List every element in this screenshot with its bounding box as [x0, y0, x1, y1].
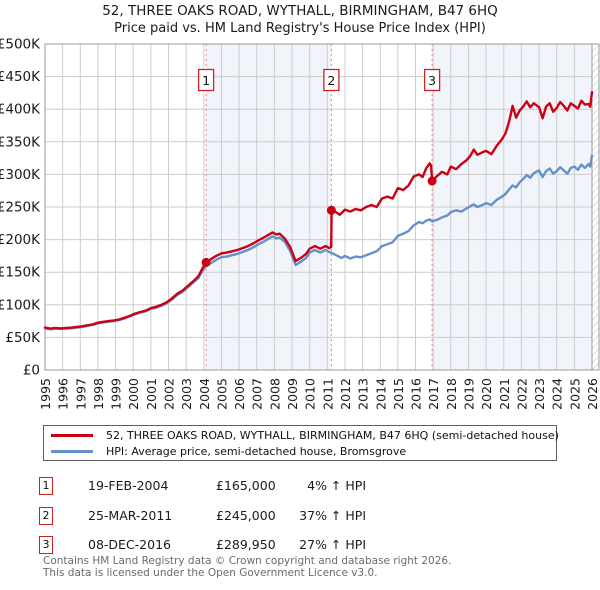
sale-date: 08-DEC-2016 — [88, 537, 171, 552]
chart-legend: 52, THREE OAKS ROAD, WYTHALL, BIRMINGHAM… — [43, 425, 559, 461]
sale-vs-hpi: 37% ↑ HPI — [299, 507, 366, 523]
sale-marker-box — [323, 68, 340, 92]
legend-item-hpi: HPI: Average price, semi-detached house,… — [51, 445, 556, 458]
x-axis-tick-label: 2012 — [338, 378, 353, 410]
x-axis-tick-label: 2013 — [356, 378, 371, 410]
y-axis-tick-label: £100K — [0, 297, 41, 313]
x-axis-tick-label: 1998 — [91, 378, 106, 410]
x-axis-tick-label: 2019 — [462, 378, 477, 410]
legend-item-property: 52, THREE OAKS ROAD, WYTHALL, BIRMINGHAM… — [51, 428, 559, 442]
page-subtitle: Price paid vs. HM Land Registry's House … — [114, 21, 486, 36]
sale-number-badge: 1 — [39, 477, 53, 495]
sale-vs-hpi: 27% ↑ HPI — [299, 537, 366, 552]
x-axis-tick-label: 2010 — [303, 378, 318, 410]
property-price-line — [43, 90, 594, 330]
y-axis-tick-label: £250K — [0, 200, 41, 216]
sale-price: £165,000 — [216, 478, 276, 493]
x-axis-tick-label: 2004 — [197, 378, 212, 410]
x-axis-tick-label: 1997 — [73, 378, 88, 410]
x-axis-tick-label: 2006 — [232, 378, 247, 410]
sale-price: £245,000 — [216, 507, 276, 523]
x-axis-tick-label: 2009 — [285, 378, 300, 410]
x-axis-tick-label: 2000 — [126, 378, 141, 410]
y-axis-tick-label: £200K — [0, 232, 41, 248]
legend-line-swatch — [51, 433, 93, 437]
y-axis-tick-label: £150K — [0, 265, 41, 281]
sale-vs-hpi: 4% ↑ HPI — [307, 478, 366, 493]
y-axis-tick-label: £500K — [0, 37, 41, 53]
x-axis-tick-label: 2002 — [162, 378, 177, 410]
sale-table-row: 1 19-FEB-2004 £165,000 4% ↑ HPI — [39, 477, 579, 495]
sale-marker-number: 2 — [327, 73, 335, 88]
price-history-chart: 1 2 3 £0 £50K £100K £150K £200K £250K £300K £350… — [0, 37, 600, 410]
sale-marker-box — [423, 68, 441, 92]
x-axis-tick-label: 2021 — [497, 378, 512, 410]
y-axis-tick-label: £350K — [0, 134, 41, 150]
x-axis-tick-label: 2018 — [444, 378, 459, 410]
sale-point-dot — [326, 205, 336, 215]
x-axis-tick-label: 2017 — [426, 378, 441, 410]
sale-point-dot — [427, 176, 437, 186]
x-axis-tick-label: 2011 — [320, 378, 335, 410]
sale-table-row: 2 25-MAR-2011 £245,000 37% ↑ HPI — [39, 506, 579, 525]
x-axis-tick-label: 2024 — [550, 378, 565, 410]
license-footer: Contains HM Land Registry data © Crown c… — [43, 555, 452, 579]
x-axis-tick-label: 2026 — [585, 378, 600, 410]
x-axis-tick-label: 2003 — [179, 378, 194, 410]
footer-line-2: This data is licensed under the Open Gov… — [43, 566, 378, 579]
sale-date: 19-FEB-2004 — [88, 478, 169, 493]
x-axis-tick-label: 2023 — [532, 378, 547, 410]
y-axis-tick-label: £50K — [5, 330, 41, 346]
sale-marker-number: 3 — [428, 73, 436, 88]
x-axis-tick-label: 2016 — [409, 378, 424, 410]
sale-marker-box — [197, 68, 215, 92]
sale-marker-number: 1 — [202, 73, 210, 88]
legend-label: HPI: Average price, semi-detached house,… — [106, 444, 407, 458]
x-axis-tick-label: 2008 — [267, 378, 282, 410]
x-axis-tick-label: 1999 — [109, 378, 124, 410]
legend-label: 52, THREE OAKS ROAD, WYTHALL, BIRMINGHAM… — [106, 428, 559, 442]
y-axis-tick-label: £450K — [0, 69, 41, 85]
x-axis-tick-label: 2014 — [373, 378, 388, 410]
sale-number-badge: 2 — [39, 506, 53, 525]
sale-table-row: 3 08-DEC-2016 £289,950 27% ↑ HPI — [39, 536, 579, 554]
x-axis-tick-label: 2022 — [514, 378, 529, 410]
x-axis-tick-label: 1996 — [56, 378, 71, 410]
sale-point-dot — [201, 257, 211, 267]
legend-line-swatch — [51, 449, 93, 453]
x-axis-tick-label: 2015 — [391, 378, 406, 410]
sale-date: 25-MAR-2011 — [88, 507, 173, 523]
x-axis-tick-label: 2007 — [250, 378, 265, 410]
y-axis-tick-label: £0 — [23, 363, 40, 379]
y-axis-tick-label: £300K — [0, 167, 41, 183]
footer-line-1: Contains HM Land Registry data © Crown c… — [43, 555, 452, 567]
x-axis-tick-label: 2005 — [215, 378, 230, 410]
x-axis-tick-label: 2001 — [144, 378, 159, 410]
y-axis-tick-label: £400K — [0, 102, 41, 118]
sale-price: £289,950 — [216, 537, 276, 552]
x-axis-tick-label: 2020 — [479, 378, 494, 410]
x-axis-tick-label: 1995 — [38, 378, 53, 410]
x-axis-tick-label: 2025 — [567, 378, 582, 410]
page-title: 52, THREE OAKS ROAD, WYTHALL, BIRMINGHAM… — [102, 3, 498, 19]
sale-number-badge: 3 — [39, 536, 53, 554]
plot-border — [44, 43, 593, 371]
